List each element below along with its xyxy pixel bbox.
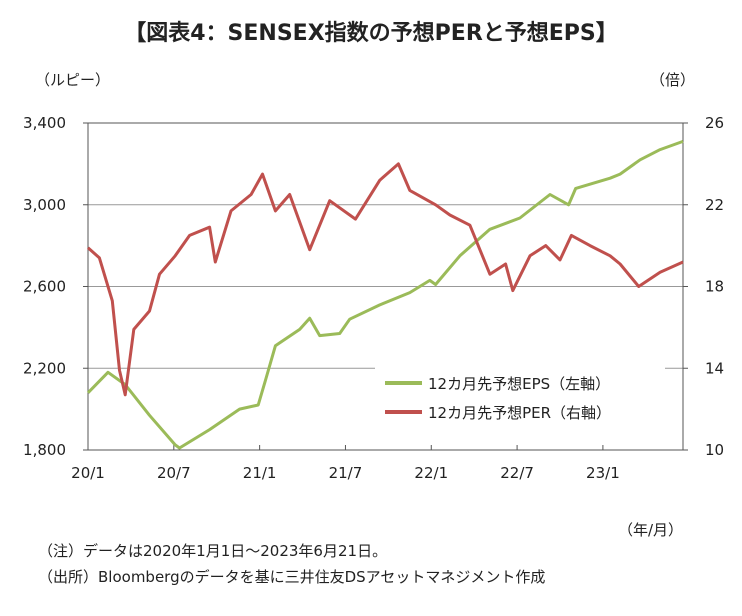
y-right-tick-label: 26 bbox=[705, 114, 724, 132]
note-text: （注）データは2020年1月1日～2023年6月21日。 bbox=[38, 542, 387, 560]
y-left-tick-label: 3,000 bbox=[23, 196, 66, 214]
x-tick-label: 21/7 bbox=[329, 464, 363, 482]
x-tick-label: 20/1 bbox=[71, 464, 105, 482]
x-tick-label: 22/7 bbox=[500, 464, 534, 482]
y-left-tick-label: 2,200 bbox=[23, 359, 66, 377]
per-line bbox=[86, 162, 684, 397]
y-right-tick-label: 10 bbox=[705, 441, 724, 459]
y-right-tick-label: 22 bbox=[705, 196, 724, 214]
eps-line bbox=[86, 139, 684, 450]
y-right-label: （倍） bbox=[650, 71, 695, 89]
y-left-label: （ルピー） bbox=[35, 71, 110, 89]
legend-eps-label: 12カ月先予想EPS（左軸） bbox=[428, 375, 610, 393]
y-left-tick-label: 2,600 bbox=[23, 278, 66, 296]
legend-per-label: 12カ月先予想PER（右軸） bbox=[428, 404, 611, 422]
x-tick-label: 23/1 bbox=[586, 464, 620, 482]
legend-background bbox=[375, 362, 665, 432]
y-right-tick-label: 14 bbox=[705, 359, 724, 377]
y-left-tick-label: 3,400 bbox=[23, 114, 66, 132]
x-tick-label: 22/1 bbox=[414, 464, 448, 482]
chart-title: 【図表4：SENSEX指数の予想PERと予想EPS】 bbox=[124, 20, 618, 46]
y-left-tick-label: 1,800 bbox=[23, 441, 66, 459]
x-tick-label: 20/7 bbox=[157, 464, 191, 482]
x-tick-label: 21/1 bbox=[243, 464, 277, 482]
x-axis-label: （年/月） bbox=[618, 521, 683, 539]
y-right-tick-label: 18 bbox=[705, 278, 724, 296]
source-text: （出所）Bloombergのデータを基に三井住友DSアセットマネジメント作成 bbox=[38, 568, 545, 586]
